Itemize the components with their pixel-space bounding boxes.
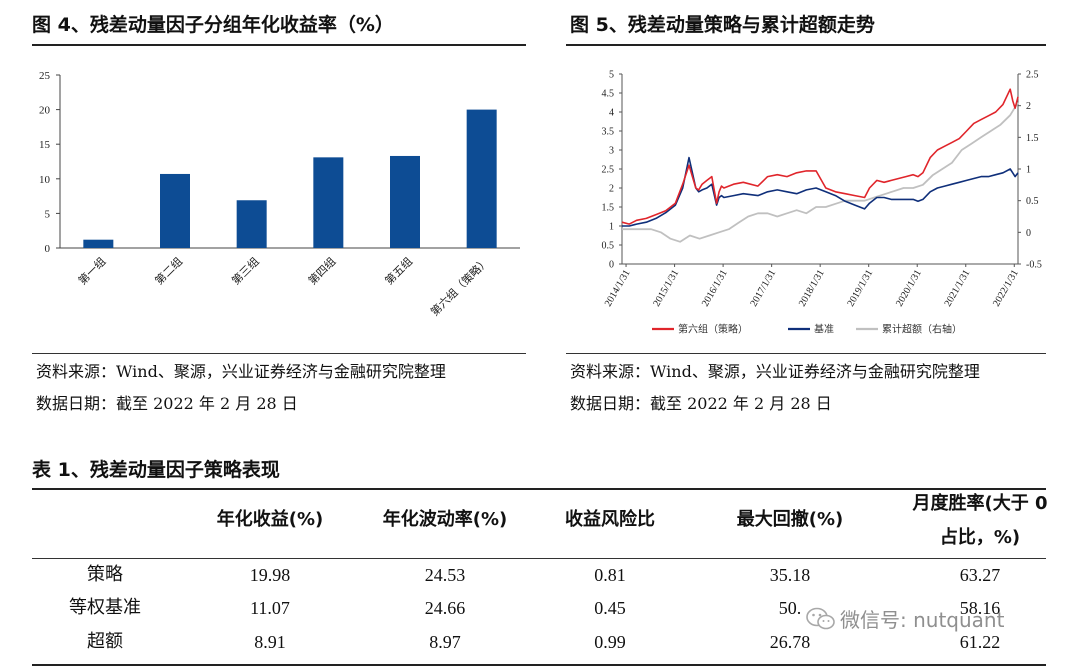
bar: [390, 155, 420, 248]
row-label-strategy: 策略: [87, 564, 123, 585]
fig5-date: 数据日期：截至 2022 年 2 月 28 日: [570, 394, 832, 413]
x-category-label: 第一组: [75, 254, 108, 287]
right-tick-label: 2.5: [1026, 70, 1039, 81]
fig4-bottom-rule: [32, 353, 526, 354]
fig5-bottom-rule: [566, 353, 1046, 354]
left-tick-label: 1: [609, 222, 614, 233]
header-max-drawdown: 最大回撤(%): [736, 509, 844, 530]
legend-label: 累计超额（右轴）: [882, 323, 962, 336]
table-cell: 8.97: [429, 632, 461, 652]
right-tick-label: 0.5: [1026, 196, 1039, 207]
watermark-text: 微信号: nutquant: [840, 608, 1005, 632]
table-cell: 35.18: [769, 565, 811, 585]
table-cell: 0.99: [594, 632, 626, 652]
right-tick-label: -0.5: [1026, 260, 1042, 271]
y-tick-label: 15: [39, 139, 51, 151]
fig4-bar-chart: 0 5 10 15 20 25 第一组 第二组 第三组 第四组 第五组 第六组（策略）: [39, 70, 520, 319]
row-label-excess: 超额: [87, 631, 123, 652]
table-cell: 0.81: [594, 565, 626, 585]
x-category-label: 第三组: [229, 254, 262, 287]
bar: [83, 239, 114, 248]
table-cell: 8.91: [254, 632, 286, 652]
left-tick-label: 0: [609, 260, 614, 271]
table-cell: 26.78: [769, 632, 811, 652]
fig4-date: 数据日期：截至 2022 年 2 月 28 日: [36, 394, 298, 413]
fig5-title: 图 5、残差动量策略与累计超额走势: [570, 14, 875, 36]
y-tick-label: 25: [39, 70, 51, 82]
left-tick-label: 1.5: [602, 203, 615, 214]
left-tick-label: 4.5: [602, 89, 615, 100]
fig4-title: 图 4、残差动量因子分组年化收益率（%）: [32, 14, 394, 36]
fig4-source: 资料来源：Wind、聚源，兴业证券经济与金融研究院整理: [36, 362, 446, 381]
left-tick-label: 3: [609, 146, 614, 157]
header-monthly-win-rate-line1: 月度胜率(大于 0: [912, 493, 1048, 514]
x-category-label: 第二组: [152, 254, 185, 287]
header-monthly-win-rate-line2: 占比，%): [939, 527, 1021, 548]
table-cell: 58.16: [959, 598, 1001, 618]
x-tick-label: 2014/1/31: [603, 268, 633, 309]
table-title: 表 1、残差动量因子策略表现: [32, 459, 280, 481]
x-tick-label: 2015/1/31: [651, 268, 681, 309]
table-top-rule: [32, 488, 1046, 490]
table-cell: 24.53: [424, 565, 466, 585]
y-tick-label: 5: [45, 208, 51, 220]
left-tick-label: 4: [609, 108, 614, 119]
left-tick-label: 2.5: [602, 165, 615, 176]
y-tick-label: 0: [45, 243, 51, 255]
bar: [466, 109, 497, 248]
fig5-top-rule: [566, 44, 1046, 46]
x-tick-label: 2019/1/31: [845, 268, 875, 309]
excess-line: [622, 102, 1019, 243]
table-cell: 61.22: [959, 632, 1001, 652]
x-tick-label: 2018/1/31: [797, 268, 827, 309]
x-category-label: 第六组（策略）: [427, 254, 491, 318]
header-annual-volatility: 年化波动率(%): [382, 509, 508, 530]
table-cell: 19.98: [249, 565, 291, 585]
table-header-rule: [32, 558, 1046, 559]
bar: [160, 173, 190, 248]
fig4-top-rule: [32, 44, 526, 46]
legend-label: 基准: [814, 323, 834, 336]
x-tick-label: 2016/1/31: [700, 268, 730, 309]
fig5-source: 资料来源：Wind、聚源，兴业证券经济与金融研究院整理: [570, 362, 980, 381]
x-tick-label: 2022/1/31: [991, 268, 1021, 309]
wechat-icon: [806, 607, 835, 630]
header-annual-return: 年化收益(%): [216, 509, 324, 530]
table-bottom-rule: [32, 664, 1046, 666]
strategy-line: [621, 88, 1019, 225]
left-tick-label: 2: [609, 184, 614, 195]
x-tick-label: 2020/1/31: [894, 268, 924, 309]
benchmark-line: [622, 156, 1019, 227]
fig5-line-chart: 0 0.5 1 1.5 2 2.5 3 3.5 4 4.5 5 -0.5 0 0.5 1 1.5 2 2.5 201…: [602, 70, 1042, 336]
right-tick-label: 1.5: [1026, 133, 1039, 144]
left-tick-label: 3.5: [602, 127, 615, 138]
x-category-label: 第四组: [305, 254, 338, 287]
right-tick-label: 1: [1026, 165, 1031, 176]
x-tick-label: 2021/1/31: [943, 268, 973, 309]
table-cell: 11.07: [250, 598, 290, 618]
right-tick-label: 0: [1026, 228, 1031, 239]
y-tick-label: 20: [39, 105, 51, 117]
left-tick-label: 0.5: [602, 241, 615, 252]
table-cell: 24.66: [424, 598, 466, 618]
table-cell: 50.: [778, 598, 802, 618]
x-tick-label: 2017/1/31: [748, 268, 778, 309]
x-category-label: 第五组: [382, 254, 415, 287]
table-cell: 0.45: [594, 598, 626, 618]
bar: [236, 200, 267, 248]
table-cell: 63.27: [959, 565, 1001, 585]
left-tick-label: 5: [609, 70, 614, 81]
y-tick-label: 10: [39, 174, 51, 186]
header-return-risk-ratio: 收益风险比: [565, 509, 655, 530]
bar: [313, 157, 344, 248]
legend-label: 第六组（策略）: [678, 323, 748, 336]
row-label-benchmark: 等权基准: [69, 597, 141, 618]
right-tick-label: 2: [1026, 101, 1031, 112]
